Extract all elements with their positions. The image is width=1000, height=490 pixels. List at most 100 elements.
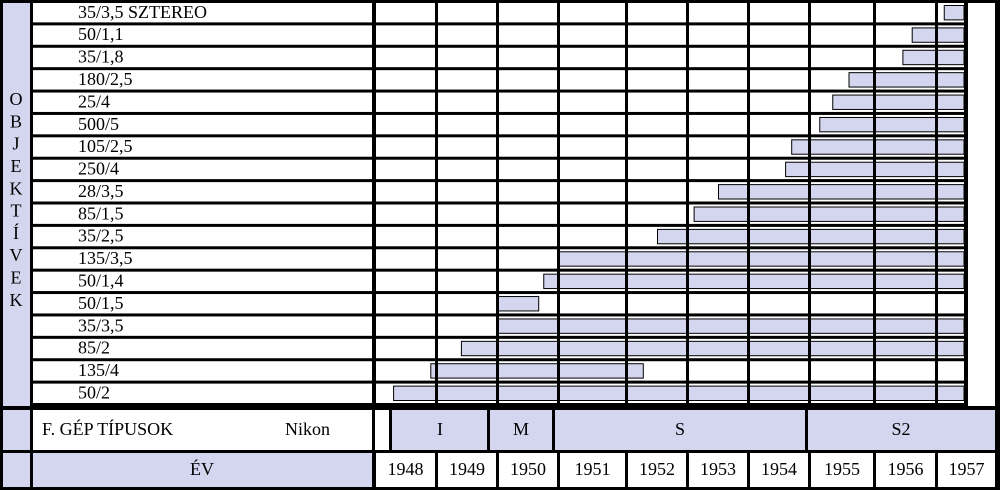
- year-cell: [438, 70, 496, 90]
- year-cell: [438, 137, 496, 157]
- year-cell: [499, 137, 557, 157]
- label-cell: [33, 114, 372, 135]
- year-cell: [628, 453, 686, 487]
- column-divider: [625, 0, 628, 407]
- label-cell: [33, 361, 372, 381]
- year-label: 1951: [575, 459, 611, 479]
- year-cell: [438, 25, 496, 45]
- label-cell: [33, 137, 372, 157]
- label-cell: [33, 70, 372, 90]
- year-cell: [376, 338, 435, 359]
- year-cell: [628, 114, 686, 135]
- year-cell: [750, 3, 808, 23]
- camera-cell: [555, 410, 805, 450]
- year-cell: [750, 294, 808, 314]
- label-cell: [33, 25, 372, 45]
- year-cell: [438, 3, 496, 23]
- year-cell: [499, 159, 557, 180]
- label-cell: [33, 226, 372, 247]
- year-cell: [876, 3, 935, 23]
- blank-cell: [375, 410, 389, 450]
- camera-label-cell: [33, 410, 372, 450]
- year-cell: [499, 453, 557, 487]
- year-cell: [438, 294, 496, 314]
- label-cell: [33, 3, 372, 23]
- lens-label: 35/2,5: [78, 226, 124, 246]
- year-cell: [876, 453, 935, 487]
- label-cell: [33, 383, 372, 403]
- lens-bar: [543, 273, 965, 290]
- year-cell: [376, 3, 435, 23]
- year-cell: [689, 114, 747, 135]
- year-cell: [560, 159, 625, 180]
- year-cell: [628, 47, 686, 68]
- year-cell: [628, 204, 686, 224]
- camera-cell: [490, 410, 552, 450]
- label-cell: [33, 249, 372, 269]
- year-cell: [560, 25, 625, 45]
- year-cell: [689, 159, 747, 180]
- lens-bar: [819, 116, 965, 133]
- year-cell: [876, 361, 935, 381]
- year-cell: [499, 182, 557, 202]
- year-cell: [628, 25, 686, 45]
- side-letter: J: [12, 134, 19, 154]
- side-letter: E: [11, 156, 22, 176]
- year-cell: [499, 271, 557, 292]
- year-cell: [560, 3, 625, 23]
- year-cell: [750, 25, 808, 45]
- column-divider: [686, 0, 689, 407]
- lens-bar: [943, 5, 965, 21]
- year-cell: [689, 294, 747, 314]
- side-letter: B: [10, 111, 22, 131]
- year-cell: [499, 92, 557, 112]
- year-cell: [689, 70, 747, 90]
- year-cell: [376, 271, 435, 292]
- year-cell: [628, 294, 686, 314]
- label-cell: [33, 294, 372, 314]
- lens-label: 35/3,5: [78, 315, 124, 335]
- lens-label: 105/2,5: [78, 136, 133, 156]
- camera-brand: Nikon: [285, 419, 330, 439]
- year-label: 1954: [761, 459, 797, 479]
- year-label: 1948: [388, 459, 424, 479]
- side-letter: O: [10, 89, 23, 109]
- column-divider: [808, 0, 811, 407]
- column-divider: [935, 0, 938, 407]
- lens-bar: [718, 184, 965, 200]
- lens-bar: [791, 139, 965, 155]
- year-cell: [438, 92, 496, 112]
- label-cell: [33, 92, 372, 112]
- year-cell: [376, 249, 435, 269]
- year-cell: [628, 137, 686, 157]
- year-label-cell: [33, 453, 372, 487]
- lens-label: 500/5: [78, 114, 119, 134]
- year-cell: [438, 453, 496, 487]
- lens-label: 25/4: [78, 91, 110, 111]
- year-cell: [438, 159, 496, 180]
- year-cell: [376, 316, 435, 336]
- year-cell: [560, 70, 625, 90]
- year-row-label: ÉV: [190, 458, 214, 479]
- label-cell: [33, 316, 372, 336]
- year-label: 1952: [639, 459, 675, 479]
- side-letter: E: [11, 268, 22, 288]
- lens-label: 35/1,8: [78, 47, 124, 67]
- year-cell: [689, 3, 747, 23]
- lens-bar: [693, 206, 965, 222]
- year-cell: [938, 294, 964, 314]
- year-cell: [499, 114, 557, 135]
- year-cell: [438, 271, 496, 292]
- lens-label: 50/2: [78, 382, 110, 402]
- lens-label: 50/1,5: [78, 293, 124, 313]
- year-cell: [499, 204, 557, 224]
- year-cell: [438, 182, 496, 202]
- year-cell: [750, 70, 808, 90]
- year-cell: [499, 25, 557, 45]
- year-cell: [811, 294, 873, 314]
- side-cell: [3, 453, 30, 487]
- side-letter: T: [11, 201, 22, 221]
- right-column: [968, 3, 995, 406]
- side-letter: Í: [13, 222, 19, 243]
- lens-bar: [460, 340, 965, 357]
